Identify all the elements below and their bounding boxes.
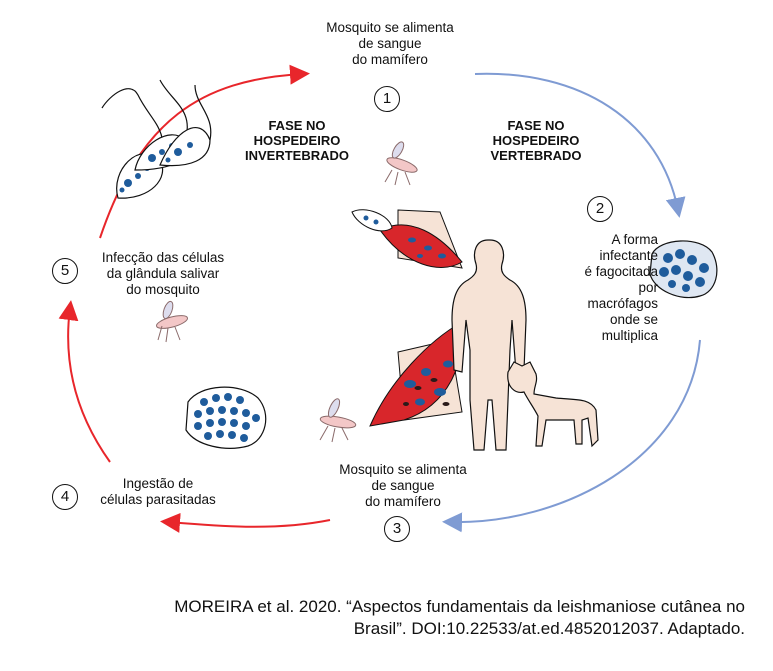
arrow-1-to-2	[474, 72, 686, 218]
label-line: onde se	[609, 312, 658, 327]
label-line: infectante	[599, 248, 658, 263]
caption-line: Brasil”. DOI:10.22533/at.ed.4852012037. …	[353, 619, 745, 638]
step-3-label: Mosquito se alimenta de sangue do mamífe…	[318, 462, 488, 510]
label-line: de sangue	[358, 36, 422, 51]
phase-line: VERTEBRADO	[490, 148, 582, 163]
caption-line: MOREIRA et al. 2020. “Aspectos fundament…	[174, 597, 745, 616]
step-number-1: 1	[374, 86, 400, 112]
label-line: Mosquito se alimenta	[339, 462, 467, 477]
arrow-5-to-1	[99, 64, 310, 239]
step-number-2: 2	[587, 196, 613, 222]
arrow-2-to-3	[442, 339, 701, 533]
step-number-4: 4	[52, 484, 78, 510]
label-line: multiplica	[601, 328, 658, 343]
label-line: A forma	[611, 232, 658, 247]
phase-line: INVERTEBRADO	[244, 148, 349, 163]
mosquito-icon	[319, 398, 357, 443]
arrow-4-to-5	[58, 300, 111, 463]
label-line: do mamífero	[352, 52, 428, 67]
step-number-5: 5	[52, 258, 78, 284]
source-caption: MOREIRA et al. 2020. “Aspectos fundament…	[25, 596, 745, 640]
phase-invertebrate-heading: FASE NO HOSPEDEIRO INVERTEBRADO	[232, 118, 362, 163]
label-line: células parasitadas	[100, 492, 216, 507]
macrophage-cell-illustration	[649, 240, 718, 299]
phase-line: FASE NO	[507, 118, 565, 133]
phase-vertebrate-heading: FASE NO HOSPEDEIRO VERTEBRADO	[476, 118, 596, 163]
label-line: é fagocitada	[584, 264, 658, 279]
skin-blood-detail-upper	[351, 209, 463, 269]
mosquito-icon	[384, 141, 418, 186]
label-line: do mosquito	[126, 282, 200, 297]
label-line: Mosquito se alimenta	[326, 20, 454, 35]
mosquito-icon	[155, 300, 189, 343]
parasitized-cell-illustration	[185, 386, 267, 449]
step-2-label: A forma infectante é fagocitada por macr…	[548, 232, 658, 344]
label-line: de sangue	[371, 478, 435, 493]
arrow-3-to-4	[160, 512, 331, 533]
step-5-label: Infecção das células da glândula salivar…	[78, 250, 248, 298]
phase-line: FASE NO	[268, 118, 326, 133]
label-line: Ingestão de	[122, 476, 194, 491]
phase-line: HOSPEDEIRO	[253, 133, 341, 148]
step-number-3: 3	[384, 516, 410, 542]
dog-figure-illustration	[507, 361, 599, 448]
label-line: macrófagos	[587, 296, 658, 311]
skin-blood-detail-lower	[369, 321, 464, 427]
label-line: da glândula salivar	[106, 266, 220, 281]
promastigotes-illustration	[101, 79, 212, 199]
label-line: Infecção das células	[101, 250, 225, 265]
step-1-label: Mosquito se alimenta de sangue do mamífe…	[300, 20, 480, 68]
step-4-label: Ingestão de células parasitadas	[88, 476, 228, 508]
label-line: do mamífero	[365, 494, 441, 509]
label-line: por	[638, 280, 658, 295]
phase-line: HOSPEDEIRO	[492, 133, 580, 148]
human-figure-illustration	[451, 239, 527, 451]
